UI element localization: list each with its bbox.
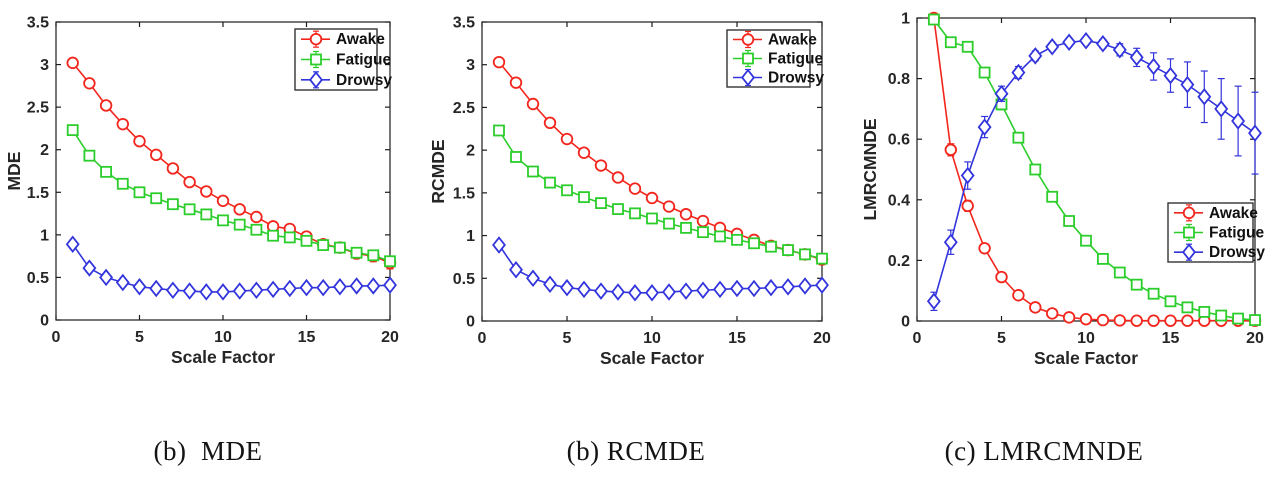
series-fatigue [928, 13, 1261, 326]
y-tick-label: 0.8 [888, 71, 910, 88]
y-tick-label: 0.5 [27, 270, 49, 287]
legend-label-drowsy: Drowsy [1209, 244, 1265, 261]
x-tick-label: 20 [813, 330, 831, 347]
series-awake [492, 55, 829, 266]
series-drowsy [492, 236, 829, 302]
axes: 0 5 10 15 20 0 0.5 1 1.5 2 2.5 3 3.5 [27, 15, 399, 347]
x-tick-label: 0 [478, 330, 487, 347]
legend-label-fatigue: Fatigue [768, 51, 823, 68]
x-tick-label: 20 [1246, 330, 1264, 347]
chart-rcmde: 0 5 10 15 20 0 0.5 1 1.5 2 2.5 3 3.5 Scale Factor RCMD… [430, 15, 831, 369]
legend-label-fatigue: Fatigue [1209, 225, 1264, 242]
x-tick-label: 10 [214, 329, 232, 346]
y-tick-label: 3 [40, 57, 49, 74]
y-tick-label: 0.4 [888, 192, 910, 209]
legend: Awake Fatigue Drowsy [294, 28, 392, 91]
x-axis-label: Scale Factor [600, 348, 704, 368]
x-axis-label: Scale Factor [1034, 348, 1138, 368]
series-fatigue [493, 124, 828, 265]
x-tick-label: 10 [643, 330, 661, 347]
x-tick-label: 10 [1077, 330, 1095, 347]
y-tick-label: 1.5 [27, 185, 49, 202]
y-tick-label: 2.5 [453, 100, 475, 117]
y-tick-label: 1 [901, 11, 910, 28]
x-tick-label: 5 [563, 330, 572, 347]
y-tick-label: 0.2 [888, 253, 910, 270]
y-tick-label: 2 [40, 142, 49, 159]
x-axis-label: Scale Factor [171, 347, 275, 367]
series-awake [927, 11, 1262, 327]
x-tick-label: 5 [135, 329, 144, 346]
legend-label-drowsy: Drowsy [768, 70, 824, 87]
series-fatigue [66, 124, 396, 268]
series-drowsy [926, 31, 1262, 311]
x-tick-label: 0 [913, 330, 922, 347]
axes: 0 5 10 15 20 0 0.5 1 1.5 2 2.5 3 3.5 [453, 15, 831, 348]
y-tick-label: 2.5 [27, 100, 49, 117]
legend-label-awake: Awake [336, 31, 385, 48]
caption-lmrcmnde: (c) LMRCMNDE [944, 436, 1144, 466]
y-tick-label: 0 [901, 314, 910, 331]
legend: Awake Fatigue Drowsy [726, 29, 824, 88]
axes: 0 5 10 15 20 0 0.2 0.4 0.6 0.8 1 [888, 11, 1264, 348]
x-tick-label: 15 [728, 330, 746, 347]
caption-mde: (b) MDE [153, 436, 263, 466]
y-tick-label: 0.6 [888, 132, 910, 149]
y-axis-label: RCMDE [430, 139, 448, 203]
x-tick-label: 20 [381, 329, 399, 346]
legend: Awake Fatigue Drowsy [1167, 202, 1265, 263]
y-axis-label: MDE [4, 152, 24, 191]
legend-label-drowsy: Drowsy [336, 72, 392, 89]
series-drowsy [65, 235, 397, 301]
y-tick-label: 3.5 [27, 15, 49, 32]
x-tick-label: 15 [1162, 330, 1180, 347]
y-tick-label: 0 [40, 313, 49, 330]
x-tick-label: 15 [298, 329, 316, 346]
y-tick-label: 1.5 [453, 185, 475, 202]
legend-label-fatigue: Fatigue [336, 52, 391, 69]
chart-lmrcmnde: 0 5 10 15 20 0 0.2 0.4 0.6 0.8 1 Scale Factor LMRCMN… [860, 11, 1265, 369]
chart-mde: 0 5 10 15 20 0 0.5 1 1.5 2 2.5 3 3.5 Scale Factor MDE A… [4, 15, 399, 368]
y-tick-label: 3 [466, 57, 475, 74]
y-tick-label: 1 [466, 228, 475, 245]
x-tick-label: 0 [52, 329, 61, 346]
y-tick-label: 0 [466, 314, 475, 331]
legend-label-awake: Awake [768, 32, 817, 49]
legend-label-awake: Awake [1209, 205, 1258, 222]
y-tick-label: 1 [40, 227, 49, 244]
y-tick-label: 2 [466, 143, 475, 160]
caption-rcmde: (b) RCMDE [566, 436, 706, 466]
y-tick-label: 0.5 [453, 271, 475, 288]
x-tick-label: 5 [997, 330, 1006, 347]
y-axis-label: LMRCMNDE [860, 118, 880, 220]
y-tick-label: 3.5 [453, 15, 475, 32]
